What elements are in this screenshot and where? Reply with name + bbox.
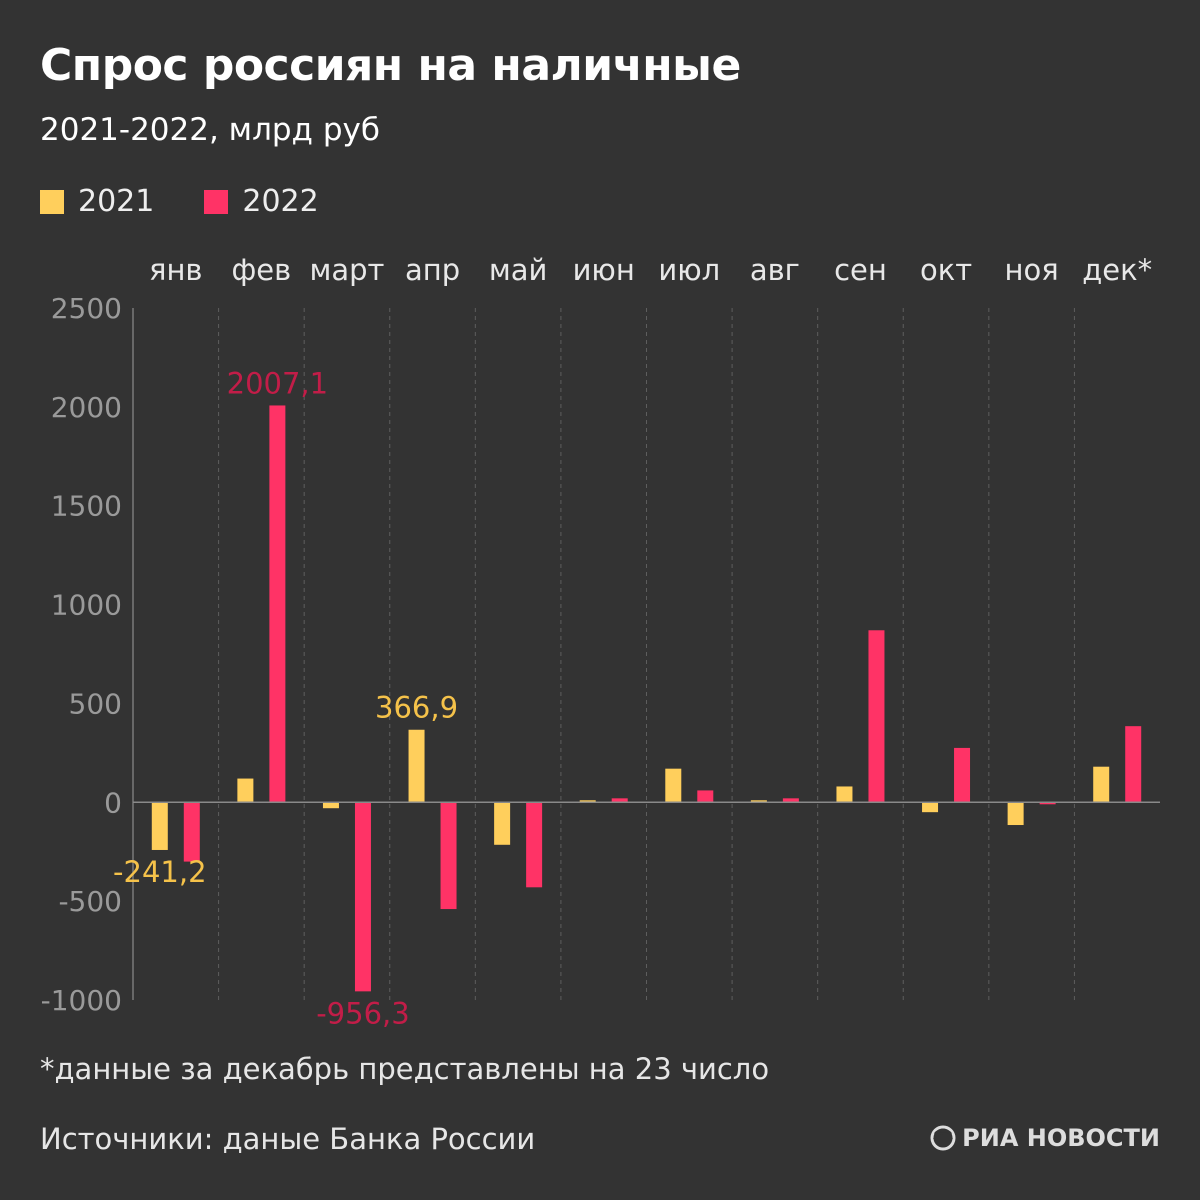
data-label-2022-март: -956,3: [316, 996, 410, 1030]
bar-2022-дек*: [1125, 726, 1142, 803]
bar-2022-окт: [954, 747, 971, 803]
bar-2022-май: [526, 802, 543, 888]
bar-2021-дек*: [1093, 766, 1110, 803]
bar-2021-март: [322, 802, 339, 809]
bar-2022-ноя: [1039, 802, 1056, 805]
month-label: май: [489, 253, 548, 287]
month-label: ноя: [1005, 253, 1059, 287]
bar-2022-фев: [269, 405, 286, 803]
legend-item-2021: 2021: [40, 184, 154, 219]
y-tick-label: 1000: [51, 589, 122, 622]
chart-subtitle: 2021-2022, млрд руб: [40, 112, 380, 148]
bar-2022-июл: [697, 790, 714, 803]
legend-label-2021: 2021: [78, 184, 155, 219]
legend-swatch-2021: [40, 189, 64, 214]
y-tick-label: 0: [104, 786, 122, 819]
y-tick-label: -1000: [41, 984, 122, 1017]
legend-label-2022: 2022: [242, 184, 319, 219]
y-tick-label: 2500: [51, 292, 122, 325]
month-label: окт: [920, 253, 972, 287]
y-tick-label: 500: [69, 687, 122, 720]
month-label: янв: [149, 253, 203, 287]
bar-2021-янв: [151, 802, 168, 850]
bar-2021-сен: [836, 786, 853, 803]
bar-2021-май: [494, 802, 511, 845]
bar-2021-фев: [237, 778, 254, 803]
bar-2021-июн: [579, 800, 596, 803]
brand-name: РИА НОВОСТИ: [962, 1124, 1160, 1152]
brand: РИА НОВОСТИ: [930, 1124, 1160, 1152]
month-label: март: [309, 253, 384, 287]
bar-2022-июн: [611, 798, 628, 803]
y-tick-label: 1500: [51, 490, 122, 523]
y-tick-label: 2000: [51, 391, 122, 424]
source-note: Источники: даные Банка России: [40, 1122, 536, 1156]
y-tick-label: -500: [58, 885, 122, 918]
bar-2021-авг: [750, 800, 767, 803]
month-label: июл: [658, 253, 720, 287]
bar-2021-апр: [408, 729, 425, 803]
data-label-2021-янв: -241,2: [113, 855, 207, 889]
legend-swatch-2022: [204, 189, 229, 214]
bar-2021-ноя: [1007, 802, 1024, 826]
data-label-2021-апр: 366,9: [375, 691, 458, 725]
chart-title: Спрос россиян на наличные: [40, 40, 741, 91]
bar-2021-окт: [922, 802, 939, 813]
bar-2022-сен: [868, 630, 885, 803]
bar-2022-март: [354, 802, 371, 992]
month-label: сен: [834, 253, 887, 287]
month-label: авг: [750, 253, 800, 287]
legend-item-2022: 2022: [204, 184, 319, 219]
data-label-2022-фев: 2007,1: [227, 366, 328, 400]
footnote: *данные за декабрь представлены на 23 чи…: [40, 1052, 770, 1086]
bar-2021-июл: [665, 768, 682, 803]
legend: 2021 2022: [40, 184, 369, 219]
month-label: апр: [405, 253, 460, 287]
bar-2022-янв: [183, 802, 200, 862]
month-label: фев: [232, 253, 292, 287]
month-label: дек*: [1082, 253, 1152, 287]
bar-2022-апр: [440, 802, 457, 910]
ria-logo-icon: [930, 1125, 956, 1151]
bar-2022-авг: [782, 798, 799, 803]
month-label: июн: [573, 253, 635, 287]
